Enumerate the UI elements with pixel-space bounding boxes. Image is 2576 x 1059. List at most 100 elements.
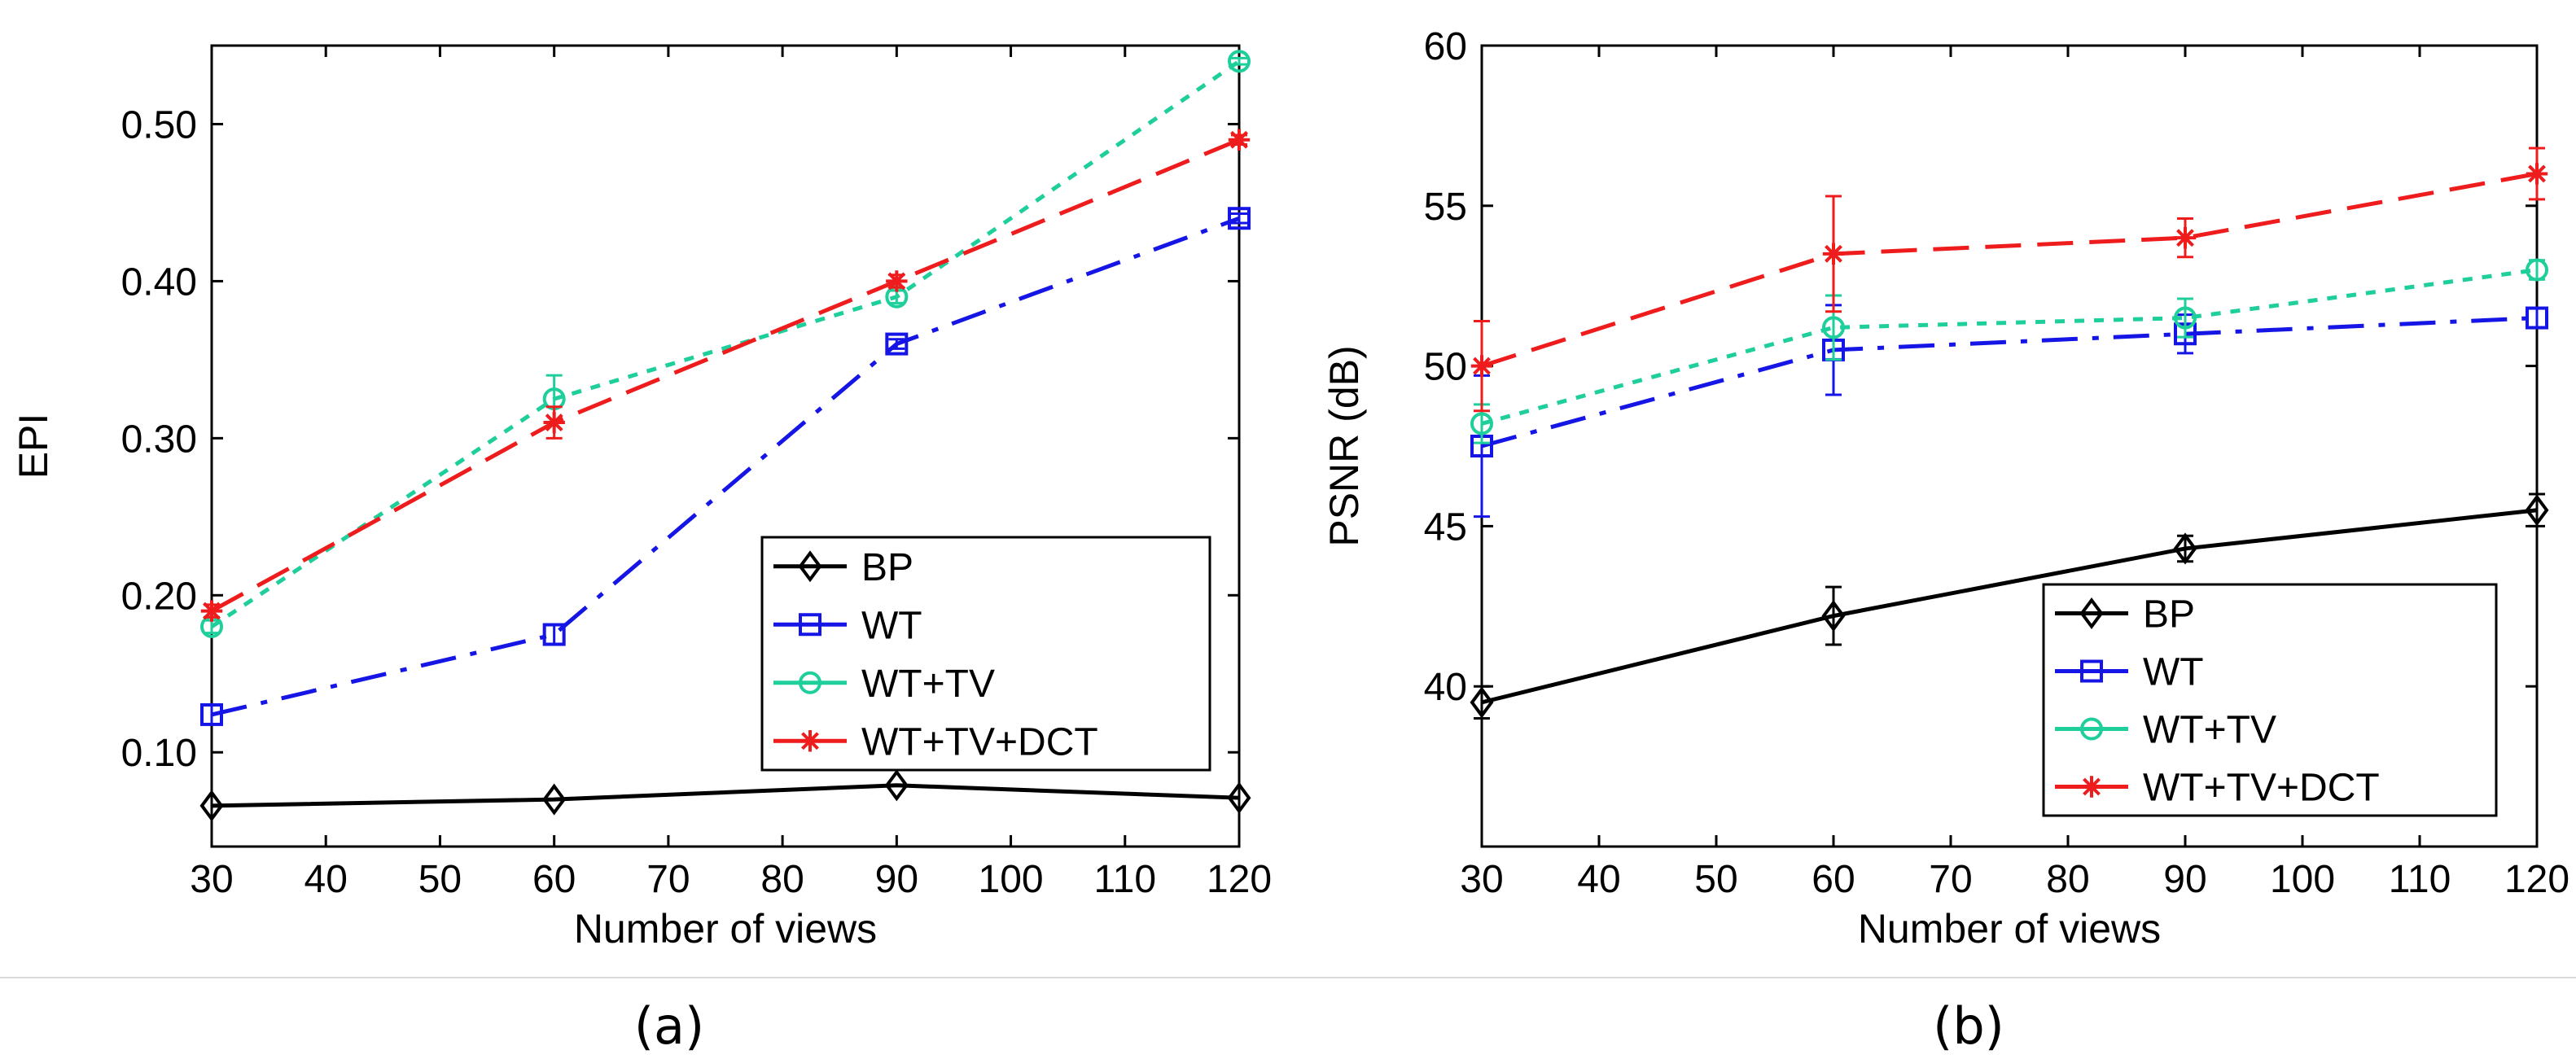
- x-tick-label: 60: [532, 858, 576, 901]
- data-point: [1228, 207, 1251, 230]
- error-bar: [888, 338, 905, 350]
- data-point: [884, 769, 909, 802]
- legend-label: WT: [2143, 651, 2204, 694]
- x-tick-label: 110: [1094, 858, 1157, 901]
- y-tick-label: 40: [1424, 666, 1467, 709]
- y-tick-label: 0.30: [121, 418, 197, 461]
- x-tick-label: 90: [875, 858, 918, 901]
- x-tick-label: 80: [760, 858, 804, 901]
- x-tick-label: 40: [1577, 858, 1620, 901]
- data-point: [1228, 129, 1251, 151]
- legend-marker: [799, 613, 821, 637]
- error-bar: [1231, 56, 1247, 66]
- y-axis-label: EPI: [11, 414, 56, 479]
- caption-a: (a): [634, 996, 704, 1056]
- y-tick-label: 0.50: [121, 103, 197, 147]
- data-point: [2526, 258, 2548, 282]
- panel-a: 30 40 50 60 70 80 90 100 110 120 0.10 0.20 0.30 0.40 0…: [11, 44, 1272, 952]
- data-point: [199, 790, 224, 822]
- series-line: [1481, 268, 2538, 426]
- error-bar: [2177, 297, 2193, 339]
- data-point: [885, 332, 909, 356]
- legend-marker: [2080, 659, 2103, 683]
- series-wt-tv: [1470, 258, 2548, 444]
- legend-label: WT+TV+DCT: [861, 720, 1098, 764]
- y-tick-label: 55: [1424, 186, 1467, 229]
- panel-b: 30 40 50 60 70 80 90 100 110 1204045505560Number …: [1321, 25, 2569, 952]
- data-point: [2174, 226, 2197, 249]
- x-axis-label: Number of views: [1858, 906, 2161, 952]
- data-point: [200, 600, 223, 622]
- data-point: [542, 783, 567, 816]
- series-line: [1481, 508, 2538, 705]
- y-tick-label: 50: [1424, 346, 1467, 389]
- x-tick-label: 120: [2504, 858, 2569, 901]
- x-tick-label: 30: [190, 858, 233, 901]
- legend-label: WT+TV: [2143, 709, 2276, 752]
- y-tick-label: 0.20: [121, 575, 197, 618]
- legend-marker: [2079, 597, 2104, 630]
- data-point: [543, 411, 565, 434]
- series-wt: [1470, 304, 2548, 519]
- legend-marker: [2080, 776, 2103, 798]
- x-tick-label: 70: [1929, 858, 1972, 901]
- x-tick-label: 110: [2389, 858, 2451, 901]
- legend: BP WT WT+TV WT+TV+DCT: [760, 536, 1211, 772]
- series-wt: [200, 207, 1251, 726]
- data-point: [2173, 532, 2197, 565]
- legend: BP WT WT+TV WT+TV+DCT: [2042, 583, 2498, 817]
- y-tick-label: 0.40: [121, 260, 197, 304]
- series-wt-tv-dct: [1470, 147, 2548, 413]
- legend-label: WT+TV: [861, 663, 995, 706]
- x-tick-label: 60: [1812, 858, 1855, 901]
- x-tick-label: 90: [2163, 858, 2206, 901]
- legend-marker: [798, 550, 822, 583]
- data-point: [200, 702, 223, 726]
- series-line: [1481, 316, 2538, 449]
- data-point: [1822, 316, 1845, 339]
- data-point: [1821, 600, 1846, 632]
- x-tick-label: 30: [1460, 858, 1503, 901]
- data-point: [1470, 412, 1493, 435]
- error-bar: [1231, 212, 1247, 225]
- data-point: [1470, 686, 1494, 719]
- x-tick-label: 70: [646, 858, 690, 901]
- data-point: [2174, 306, 2197, 330]
- x-tick-label: 50: [418, 858, 462, 901]
- series-bp: [1470, 492, 2549, 720]
- series-line: [211, 216, 1240, 717]
- data-point: [2526, 306, 2548, 330]
- data-point: [1470, 355, 1493, 377]
- x-tick-label: 100: [2270, 858, 2335, 901]
- data-point: [886, 270, 908, 292]
- x-tick-label: 50: [1694, 858, 1737, 901]
- series-line: [210, 59, 1241, 628]
- legend-box: [760, 536, 1211, 772]
- x-tick-label: 80: [2046, 858, 2089, 901]
- legend-label: BP: [861, 546, 913, 589]
- y-tick-label: 0.10: [121, 732, 197, 775]
- series-line: [210, 138, 1240, 613]
- x-tick-label: 40: [304, 858, 348, 901]
- legend-label: BP: [2143, 593, 2195, 637]
- data-point: [2526, 163, 2548, 185]
- x-axis-label: Number of views: [574, 906, 877, 952]
- legend-label: WT: [861, 604, 922, 647]
- x-tick-label: 100: [979, 858, 1044, 901]
- data-point: [542, 623, 566, 646]
- legend-box: [2042, 583, 2498, 817]
- legend-marker: [799, 671, 821, 694]
- legend-label: WT+TV+DCT: [2143, 767, 2380, 810]
- x-tick-label: 120: [1207, 858, 1272, 901]
- series-line: [1481, 171, 2538, 368]
- y-tick-label: 45: [1424, 505, 1467, 549]
- series-wt-tv-dct: [200, 129, 1251, 622]
- legend-marker: [799, 730, 821, 752]
- error-bar: [1825, 585, 1842, 646]
- data-point: [2525, 494, 2549, 527]
- y-axis-label: PSNR (dB): [1321, 345, 1367, 546]
- series-line: [211, 783, 1240, 808]
- data-point: [1228, 50, 1251, 73]
- caption-b: (b): [1933, 996, 2004, 1056]
